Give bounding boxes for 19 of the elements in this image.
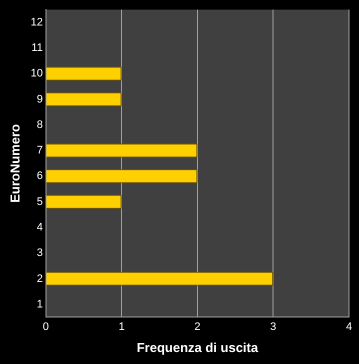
x-tick-label: 2 xyxy=(194,320,200,333)
y-tick-label: 10 xyxy=(30,68,43,80)
x-tick-label: 4 xyxy=(346,320,352,333)
y-tick-label: 8 xyxy=(36,118,43,131)
x-tick-label: 3 xyxy=(270,320,276,333)
y-tick-label: 2 xyxy=(36,272,43,285)
y-tick-label: 7 xyxy=(36,144,43,157)
y-tick-label: 3 xyxy=(36,247,43,260)
y-tick-label: 5 xyxy=(36,196,43,208)
y-tick-label: 4 xyxy=(36,222,43,234)
x-axis-title: Frequenza di uscita xyxy=(136,340,259,355)
y-tick-label: 1 xyxy=(36,298,43,310)
y-tick-label: 6 xyxy=(36,170,43,182)
y-tick-label: 11 xyxy=(31,42,43,54)
y-tick-label: 9 xyxy=(36,93,43,106)
y-tick-label: 12 xyxy=(30,16,43,28)
x-tick-label: 0 xyxy=(42,320,49,333)
y-axis-title: EuroNumero xyxy=(7,124,22,203)
x-tick-label: 1 xyxy=(118,320,125,333)
